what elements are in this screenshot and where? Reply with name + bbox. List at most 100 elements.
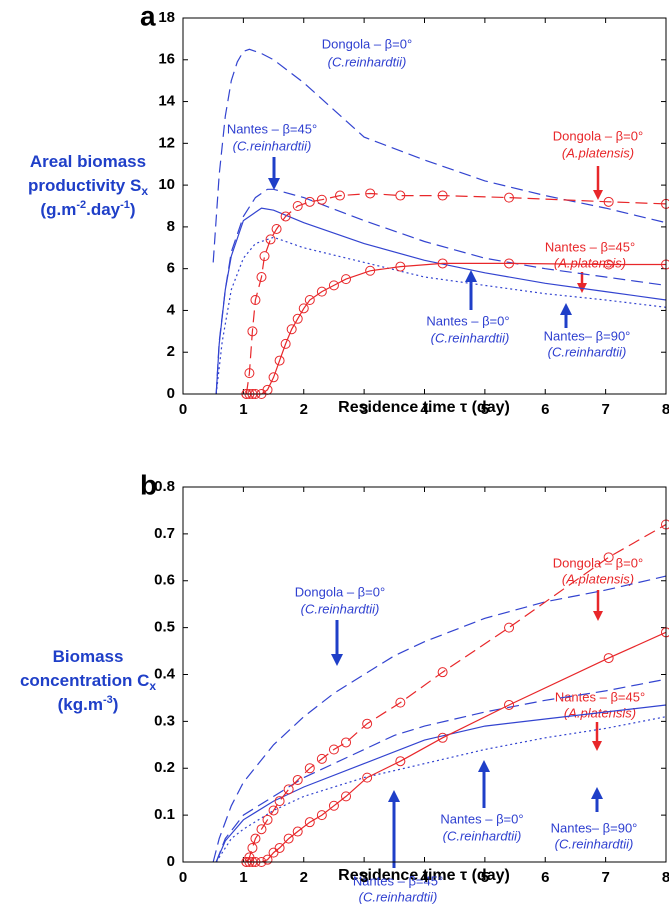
y-tick-label: 16 <box>158 51 175 68</box>
annotation: (A.platensis) <box>562 571 634 586</box>
y-tick-label: 0.7 <box>154 525 175 542</box>
y-tick-label: 0.3 <box>154 712 175 729</box>
y-axis-label: (kg.m-3) <box>58 694 119 715</box>
data-point <box>504 622 515 633</box>
x-axis-label: Residence time τ (day) <box>338 399 510 416</box>
data-point <box>362 718 373 729</box>
data-point <box>437 732 448 743</box>
x-tick-label: 0 <box>179 401 187 418</box>
x-tick-label: 0 <box>179 869 187 886</box>
y-tick-label: 8 <box>167 218 175 235</box>
data-point <box>286 324 297 335</box>
x-tick-label: 4 <box>420 401 429 418</box>
data-point <box>362 772 373 783</box>
annotation: Nantes – β=45° <box>555 689 645 704</box>
x-tick-label: 6 <box>541 401 549 418</box>
data-point <box>274 796 285 807</box>
data-point <box>316 753 327 764</box>
annotation: (A.platensis) <box>562 145 634 160</box>
data-point <box>250 833 261 844</box>
data-point <box>280 338 291 349</box>
y-tick-label: 4 <box>167 301 176 318</box>
y-tick-label: 12 <box>158 134 175 151</box>
annotation: (C.reinhardtii) <box>233 138 312 153</box>
data-point <box>247 842 258 853</box>
annotation: Nantes– β=90° <box>544 328 631 343</box>
data-point <box>437 258 448 269</box>
annotation: (C.reinhardtii) <box>443 828 522 843</box>
data-line <box>215 678 667 863</box>
data-point <box>292 826 303 837</box>
annotation: (C.reinhardtii) <box>301 601 380 616</box>
annotation: Nantes– β=90° <box>551 820 638 835</box>
data-point <box>283 784 294 795</box>
y-axis-label: Biomass <box>53 647 124 666</box>
data-point <box>250 295 261 305</box>
plot-frame <box>182 17 667 395</box>
data-point <box>395 697 406 708</box>
data-point <box>504 699 515 710</box>
annotation: (C.reinhardtii) <box>359 889 438 904</box>
y-tick-label: 0.5 <box>154 619 175 636</box>
data-point <box>283 833 294 844</box>
y-label-part: ) <box>113 695 119 714</box>
x-tick-label: 6 <box>541 869 549 886</box>
data-point <box>395 756 406 767</box>
panel-label: b <box>140 469 157 500</box>
data-point <box>365 265 376 276</box>
data-point <box>274 842 285 853</box>
x-tick-label: 2 <box>300 869 308 886</box>
data-point <box>271 223 282 234</box>
x-tick-label: 5 <box>481 869 489 886</box>
y-label-part: (kg.m <box>58 695 103 714</box>
annotation: (C.reinhardtii) <box>328 54 407 69</box>
annotation: Nantes – β=0° <box>426 313 509 328</box>
y-label-part: Areal biomass <box>30 152 146 171</box>
y-tick-label: 18 <box>158 9 175 26</box>
data-point <box>316 194 327 205</box>
data-point <box>437 667 448 678</box>
data-point <box>298 303 309 314</box>
y-label-part: (g.m <box>40 200 76 219</box>
data-point <box>304 817 315 828</box>
y-tick-label: 0.6 <box>154 572 175 589</box>
data-point <box>603 259 614 270</box>
plot-frame <box>182 486 667 863</box>
data-point <box>262 854 273 865</box>
annotation: Dongola – β=0° <box>553 555 643 570</box>
y-tick-label: 0.8 <box>154 478 175 495</box>
data-point <box>304 295 315 305</box>
data-point <box>437 190 448 201</box>
y-axis-label: Areal biomass <box>30 152 146 171</box>
annotation: Dongola – β=0° <box>553 128 643 143</box>
y-axis-label: concentration Cx <box>20 671 156 693</box>
annotation: Nantes – β=0° <box>440 811 523 826</box>
data-point <box>603 196 614 207</box>
y-label-part: x <box>149 679 156 693</box>
data-point <box>274 355 285 366</box>
y-label-part: x <box>141 184 148 198</box>
y-axis-label: productivity Sx <box>28 176 148 198</box>
y-tick-label: 0 <box>167 385 175 402</box>
data-point <box>304 196 315 207</box>
data-point <box>304 763 315 774</box>
data-point <box>328 800 339 811</box>
y-tick-label: 0.1 <box>154 806 175 823</box>
data-line <box>215 207 667 395</box>
data-point <box>280 211 291 222</box>
y-tick-label: 0.4 <box>154 665 176 682</box>
y-label-part: concentration C <box>20 671 149 690</box>
x-tick-label: 7 <box>601 869 609 886</box>
data-point <box>334 190 345 201</box>
y-label-part: Biomass <box>53 647 124 666</box>
annotation: Nantes – β=45° <box>353 873 443 888</box>
x-tick-label: 3 <box>360 401 368 418</box>
x-axis-label: Residence time τ (day) <box>338 867 510 884</box>
panel-label: a <box>140 0 156 31</box>
data-point <box>292 313 303 324</box>
data-point <box>262 814 273 825</box>
y-tick-label: 0.2 <box>154 759 175 776</box>
annotation: (C.reinhardtii) <box>548 344 627 359</box>
data-point <box>341 791 352 802</box>
